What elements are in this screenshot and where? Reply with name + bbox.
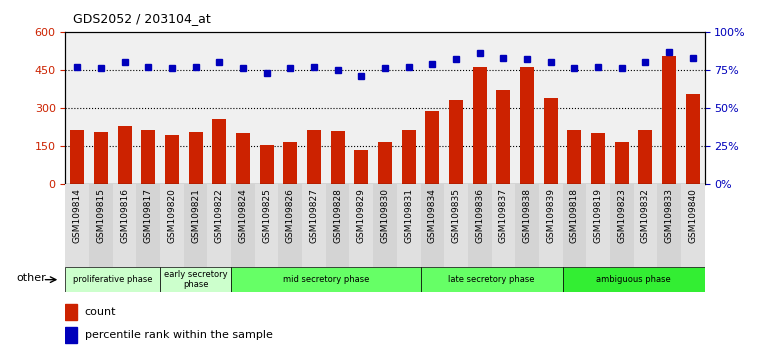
Bar: [259, 145, 274, 184]
Bar: [567, 130, 581, 184]
Text: GSM109828: GSM109828: [333, 188, 342, 243]
Bar: [402, 130, 416, 184]
Bar: [141, 130, 156, 184]
Text: GSM109831: GSM109831: [404, 188, 413, 243]
Bar: [610, 184, 634, 267]
Bar: [354, 150, 368, 184]
Text: GSM109838: GSM109838: [523, 188, 531, 243]
Bar: [165, 135, 179, 184]
Bar: [65, 327, 77, 343]
Bar: [160, 267, 231, 292]
Text: GDS2052 / 203104_at: GDS2052 / 203104_at: [73, 12, 211, 25]
Text: GSM109834: GSM109834: [428, 188, 437, 243]
Bar: [638, 130, 652, 184]
Text: GSM109822: GSM109822: [215, 188, 224, 243]
Bar: [94, 132, 108, 184]
Bar: [350, 184, 373, 267]
Bar: [207, 184, 231, 267]
Bar: [231, 267, 420, 292]
Text: late secretory phase: late secretory phase: [448, 275, 535, 284]
Bar: [473, 67, 487, 184]
Bar: [65, 184, 89, 267]
Bar: [520, 67, 534, 184]
Bar: [65, 267, 160, 292]
Bar: [468, 184, 491, 267]
Text: GSM109827: GSM109827: [310, 188, 319, 243]
Text: GSM109833: GSM109833: [665, 188, 674, 243]
Bar: [685, 94, 700, 184]
Bar: [491, 184, 515, 267]
Bar: [136, 184, 160, 267]
Text: GSM109823: GSM109823: [618, 188, 626, 243]
Text: mid secretory phase: mid secretory phase: [283, 275, 369, 284]
Text: GSM109832: GSM109832: [641, 188, 650, 243]
Text: GSM109824: GSM109824: [239, 188, 247, 243]
Bar: [563, 184, 586, 267]
Text: GSM109826: GSM109826: [286, 188, 295, 243]
Text: GSM109835: GSM109835: [451, 188, 460, 243]
Text: proliferative phase: proliferative phase: [73, 275, 152, 284]
Bar: [89, 184, 112, 267]
Bar: [213, 119, 226, 184]
Bar: [160, 184, 184, 267]
Bar: [658, 184, 681, 267]
Bar: [326, 184, 350, 267]
Bar: [112, 184, 136, 267]
Text: GSM109830: GSM109830: [380, 188, 390, 243]
Text: GSM109825: GSM109825: [262, 188, 271, 243]
Text: percentile rank within the sample: percentile rank within the sample: [85, 330, 273, 341]
Text: early secretory
phase: early secretory phase: [164, 270, 227, 289]
Bar: [586, 184, 610, 267]
Bar: [378, 142, 392, 184]
Bar: [563, 267, 705, 292]
Text: count: count: [85, 307, 116, 318]
Bar: [420, 267, 563, 292]
Text: GSM109836: GSM109836: [475, 188, 484, 243]
Bar: [591, 133, 605, 184]
Bar: [544, 98, 557, 184]
Bar: [662, 56, 676, 184]
Bar: [279, 184, 302, 267]
Text: GSM109814: GSM109814: [73, 188, 82, 243]
Bar: [65, 304, 77, 320]
Text: GSM109817: GSM109817: [144, 188, 152, 243]
Bar: [449, 101, 463, 184]
Bar: [425, 110, 440, 184]
Text: GSM109829: GSM109829: [357, 188, 366, 243]
Bar: [373, 184, 397, 267]
Bar: [236, 133, 250, 184]
Bar: [496, 90, 511, 184]
Bar: [420, 184, 444, 267]
Text: GSM109818: GSM109818: [570, 188, 579, 243]
Bar: [330, 131, 345, 184]
Text: GSM109821: GSM109821: [191, 188, 200, 243]
Bar: [255, 184, 279, 267]
Bar: [307, 130, 321, 184]
Bar: [70, 130, 85, 184]
Text: ambiguous phase: ambiguous phase: [596, 275, 671, 284]
Bar: [539, 184, 563, 267]
Bar: [634, 184, 658, 267]
Text: GSM109815: GSM109815: [96, 188, 105, 243]
Text: GSM109839: GSM109839: [546, 188, 555, 243]
Bar: [231, 184, 255, 267]
Bar: [614, 142, 629, 184]
Text: other: other: [16, 273, 46, 284]
Bar: [283, 142, 297, 184]
Bar: [302, 184, 326, 267]
Text: GSM109820: GSM109820: [167, 188, 176, 243]
Bar: [118, 126, 132, 184]
Bar: [397, 184, 420, 267]
Text: GSM109837: GSM109837: [499, 188, 508, 243]
Bar: [444, 184, 468, 267]
Text: GSM109816: GSM109816: [120, 188, 129, 243]
Text: GSM109819: GSM109819: [594, 188, 603, 243]
Bar: [189, 132, 203, 184]
Bar: [515, 184, 539, 267]
Bar: [184, 184, 207, 267]
Bar: [681, 184, 705, 267]
Text: GSM109840: GSM109840: [688, 188, 697, 243]
